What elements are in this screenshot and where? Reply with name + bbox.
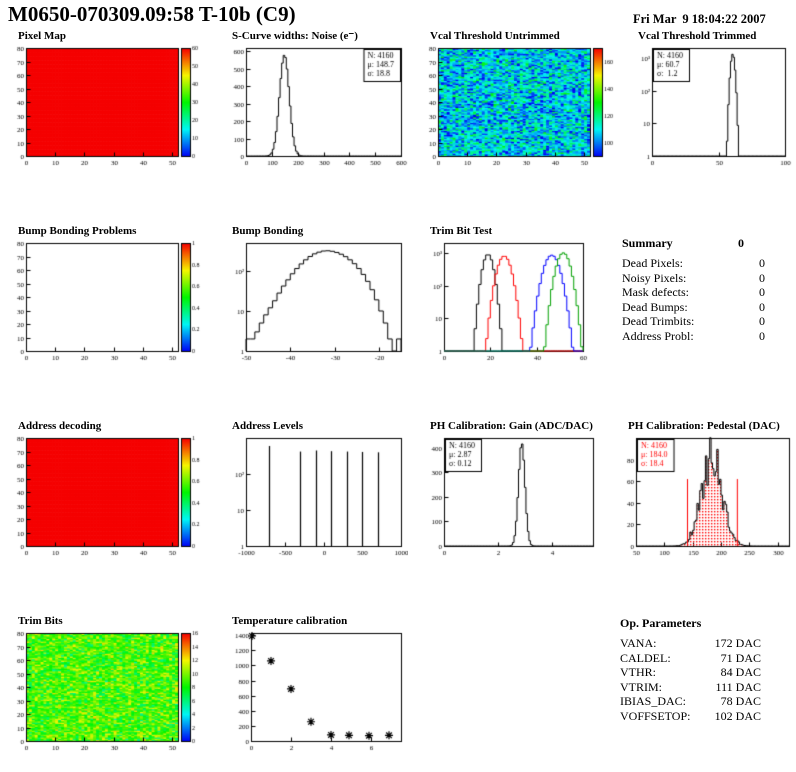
plot-title: Vcal Threshold Untrimmed xyxy=(430,30,560,42)
op-parameters-title-row: Op. Parameters xyxy=(620,616,766,631)
plot-temperature-calibration: Temperature calibration xyxy=(222,615,408,756)
scurve-noise-chart xyxy=(222,43,408,171)
plot-title: Trim Bit Test xyxy=(430,225,493,237)
summary-total: 0 xyxy=(738,236,744,250)
op-parameter-item: VOFFSETOP: 102 DAC xyxy=(620,709,766,724)
plot-title: Temperature calibration xyxy=(232,615,348,627)
op-parameter-label: CALDEL: xyxy=(620,650,671,665)
summary-item-value: 0 xyxy=(759,270,765,285)
vcal-untrimmed-chart xyxy=(420,43,624,171)
plot-title: Vcal Threshold Trimmed xyxy=(638,30,757,42)
bump-bonding-chart xyxy=(222,238,408,366)
op-parameter-label: VTRIM: xyxy=(620,679,662,694)
op-parameter-value: 84 DAC xyxy=(720,665,761,679)
address-decoding-chart xyxy=(8,433,212,561)
plot-title: Bump Bonding xyxy=(232,225,304,237)
op-parameter-value: 78 DAC xyxy=(720,694,761,708)
summary-title-row: Summary 0 xyxy=(622,236,770,251)
op-parameter-item: CALDEL: 71 DAC xyxy=(620,651,766,666)
plot-title: PH Calibration: Pedestal (DAC) xyxy=(628,420,780,432)
op-parameter-item: VTRIM: 111 DAC xyxy=(620,680,766,695)
summary-item-label: Mask defects: xyxy=(622,285,689,299)
trim-bits-chart xyxy=(8,628,212,756)
summary-item-label: Dead Bumps: xyxy=(622,299,688,314)
op-parameter-label: IBIAS_DAC: xyxy=(620,694,687,708)
op-parameter-value: 172 DAC xyxy=(714,636,761,650)
op-parameters-panel: Op. Parameters VANA: 172 DAC CALDEL: 71 DA… xyxy=(620,616,766,723)
op-parameter-item: VANA: 172 DAC xyxy=(620,636,766,651)
plot-address-levels: Address Levels xyxy=(222,420,408,561)
plot-ph-pedestal: PH Calibration: Pedestal (DAC) xyxy=(618,420,796,561)
bump-problems-chart xyxy=(8,238,212,366)
summary-items: Dead Pixels: 0 Noisy Pixels: 0 Mask defect… xyxy=(622,256,770,343)
plot-title: PH Calibration: Gain (ADC/DAC) xyxy=(430,420,593,432)
plot-title: Address Levels xyxy=(232,420,303,432)
address-levels-chart xyxy=(222,433,408,561)
summary-item-label: Address Probl: xyxy=(622,328,694,343)
op-parameter-label: VOFFSETOP: xyxy=(620,708,691,723)
summary-item-value: 0 xyxy=(759,256,765,270)
summary-item-value: 0 xyxy=(759,314,765,328)
op-parameter-label: VANA: xyxy=(620,636,657,650)
op-parameter-item: IBIAS_DAC: 78 DAC xyxy=(620,694,766,709)
summary-item: Address Probl: 0 xyxy=(622,329,770,344)
summary-item: Dead Pixels: 0 xyxy=(622,256,770,271)
summary-item: Noisy Pixels: 0 xyxy=(622,271,770,286)
summary-panel: Summary 0 Dead Pixels: 0 Noisy Pixels: 0 M… xyxy=(622,236,770,343)
op-parameters-title: Op. Parameters xyxy=(620,616,702,630)
pixel-map-chart xyxy=(8,43,212,171)
plot-bump-bonding: Bump Bonding xyxy=(222,225,408,366)
plot-vcal-trimmed: Vcal Threshold Trimmed xyxy=(628,30,792,171)
plot-trim-bit-test: Trim Bit Test xyxy=(420,225,590,366)
summary-item-label: Dead Trimbits: xyxy=(622,314,695,328)
summary-item: Dead Trimbits: 0 xyxy=(622,314,770,329)
op-parameter-value: 71 DAC xyxy=(720,650,761,665)
plot-trim-bits: Trim Bits xyxy=(8,615,212,756)
summary-item-value: 0 xyxy=(759,285,765,299)
summary-item-value: 0 xyxy=(759,299,765,314)
plot-title: S-Curve widths: Noise (e⁻) xyxy=(232,30,358,42)
plot-bump-problems: Bump Bonding Problems xyxy=(8,225,212,366)
summary-item-label: Noisy Pixels: xyxy=(622,270,687,285)
summary-item-label: Dead Pixels: xyxy=(622,256,683,270)
plot-title: Trim Bits xyxy=(18,615,63,627)
page-title: M0650-070309.09:58 T-10b (C9) xyxy=(8,2,296,26)
op-parameters-items: VANA: 172 DAC CALDEL: 71 DAC VTHR: 84 DAC V… xyxy=(620,636,766,723)
vcal-trimmed-chart xyxy=(628,43,792,171)
op-parameter-item: VTHR: 84 DAC xyxy=(620,665,766,680)
temperature-calibration-chart xyxy=(222,628,408,756)
summary-item: Dead Bumps: 0 xyxy=(622,300,770,315)
op-parameter-value: 102 DAC xyxy=(714,708,761,723)
plot-address-decoding: Address decoding xyxy=(8,420,212,561)
summary-item-value: 0 xyxy=(759,328,765,343)
plot-scurve-noise: S-Curve widths: Noise (e⁻) xyxy=(222,30,408,171)
summary-title: Summary xyxy=(622,236,673,250)
plot-pixel-map: Pixel Map xyxy=(8,30,212,171)
ph-gain-chart xyxy=(420,433,600,561)
timestamp: Fri Mar 9 18:04:22 2007 xyxy=(633,12,766,26)
plot-title: Pixel Map xyxy=(18,30,66,42)
op-parameter-value: 111 DAC xyxy=(715,679,761,694)
ph-pedestal-chart xyxy=(618,433,796,561)
plot-ph-gain: PH Calibration: Gain (ADC/DAC) xyxy=(420,420,600,561)
plot-vcal-untrimmed: Vcal Threshold Untrimmed xyxy=(420,30,624,171)
op-parameter-label: VTHR: xyxy=(620,665,656,679)
plot-title: Address decoding xyxy=(18,420,102,432)
plot-title: Bump Bonding Problems xyxy=(18,225,137,237)
summary-item: Mask defects: 0 xyxy=(622,285,770,300)
trim-bit-test-chart xyxy=(420,238,590,366)
